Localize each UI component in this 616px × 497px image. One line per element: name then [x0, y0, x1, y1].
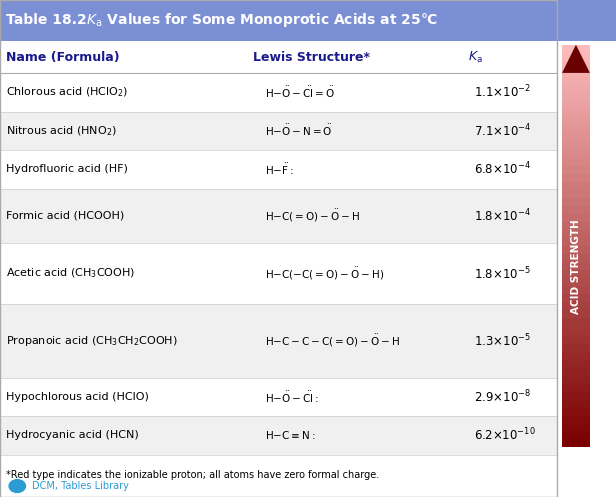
Text: Hydrocyanic acid (HCN): Hydrocyanic acid (HCN): [6, 430, 139, 440]
Text: H$-\mathrm{C}(-\mathrm{C}(=\mathrm{O})-\ddot{\mathrm{O}}-$H$)$: H$-\mathrm{C}(-\mathrm{C}(=\mathrm{O})-\…: [265, 265, 384, 282]
Text: Chlorous acid (HClO$_2$): Chlorous acid (HClO$_2$): [6, 85, 128, 99]
Text: Hydrofluoric acid (HF): Hydrofluoric acid (HF): [6, 165, 128, 174]
Text: H$-\mathrm{C}-\mathrm{C}-\mathrm{C}(=\mathrm{O})-\ddot{\mathrm{O}}-$H: H$-\mathrm{C}-\mathrm{C}-\mathrm{C}(=\ma…: [265, 333, 400, 349]
Text: $1.8{\times}10^{-5}$: $1.8{\times}10^{-5}$: [474, 265, 531, 282]
Text: Acetic acid (CH$_3$COOH): Acetic acid (CH$_3$COOH): [6, 267, 136, 280]
Text: Name (Formula): Name (Formula): [6, 51, 120, 64]
Text: Formic acid (HCOOH): Formic acid (HCOOH): [6, 211, 124, 221]
Text: $1.8{\times}10^{-4}$: $1.8{\times}10^{-4}$: [474, 207, 531, 224]
Text: ACID STRENGTH: ACID STRENGTH: [571, 219, 581, 314]
Text: $2.9{\times}10^{-8}$: $2.9{\times}10^{-8}$: [474, 389, 532, 405]
Text: Lewis Structure*: Lewis Structure*: [253, 51, 370, 64]
Text: $K_\mathrm{a}$ Values for Some Monoprotic Acids at 25°C: $K_\mathrm{a}$ Values for Some Monoproti…: [77, 11, 439, 29]
Text: *Red type indicates the ionizable proton; all atoms have zero formal charge.: *Red type indicates the ionizable proton…: [6, 470, 379, 480]
Text: $1.3{\times}10^{-5}$: $1.3{\times}10^{-5}$: [474, 332, 532, 349]
Text: H$-\ddot{\mathrm{F}}:$: H$-\ddot{\mathrm{F}}:$: [265, 162, 294, 177]
Text: $1.1{\times}10^{-2}$: $1.1{\times}10^{-2}$: [474, 84, 531, 100]
Text: $K_\mathrm{a}$: $K_\mathrm{a}$: [468, 50, 483, 65]
Text: H$-\ddot{\mathrm{O}}-\mathrm{N}=\ddot{\mathrm{O}}$: H$-\ddot{\mathrm{O}}-\mathrm{N}=\ddot{\m…: [265, 123, 333, 139]
Text: $6.8{\times}10^{-4}$: $6.8{\times}10^{-4}$: [474, 161, 531, 178]
Text: H$-\ddot{\mathrm{O}}-\ddot{\mathrm{Cl}}=\ddot{\mathrm{O}}$: H$-\ddot{\mathrm{O}}-\ddot{\mathrm{Cl}}=…: [265, 84, 334, 100]
Text: H$-\mathrm{C}(=\mathrm{O})-\ddot{\mathrm{O}}-$H: H$-\mathrm{C}(=\mathrm{O})-\ddot{\mathrm…: [265, 208, 360, 224]
Text: Propanoic acid (CH$_3$CH$_2$COOH): Propanoic acid (CH$_3$CH$_2$COOH): [6, 334, 178, 348]
Text: Table 18.2: Table 18.2: [6, 13, 87, 27]
Text: $7.1{\times}10^{-4}$: $7.1{\times}10^{-4}$: [474, 123, 532, 139]
Text: H$-\ddot{\mathrm{O}}-\ddot{\mathrm{Cl}}:$: H$-\ddot{\mathrm{O}}-\ddot{\mathrm{Cl}}:…: [265, 389, 319, 405]
Text: DCM, Tables Library: DCM, Tables Library: [32, 481, 129, 491]
Text: H$-\mathrm{C}{\equiv}\mathrm{N}:$: H$-\mathrm{C}{\equiv}\mathrm{N}:$: [265, 429, 315, 441]
Text: $6.2{\times}10^{-10}$: $6.2{\times}10^{-10}$: [474, 427, 536, 444]
Polygon shape: [562, 45, 590, 73]
Text: Hypochlorous acid (HClO): Hypochlorous acid (HClO): [6, 392, 149, 402]
Text: Nitrous acid (HNO$_2$): Nitrous acid (HNO$_2$): [6, 124, 117, 138]
